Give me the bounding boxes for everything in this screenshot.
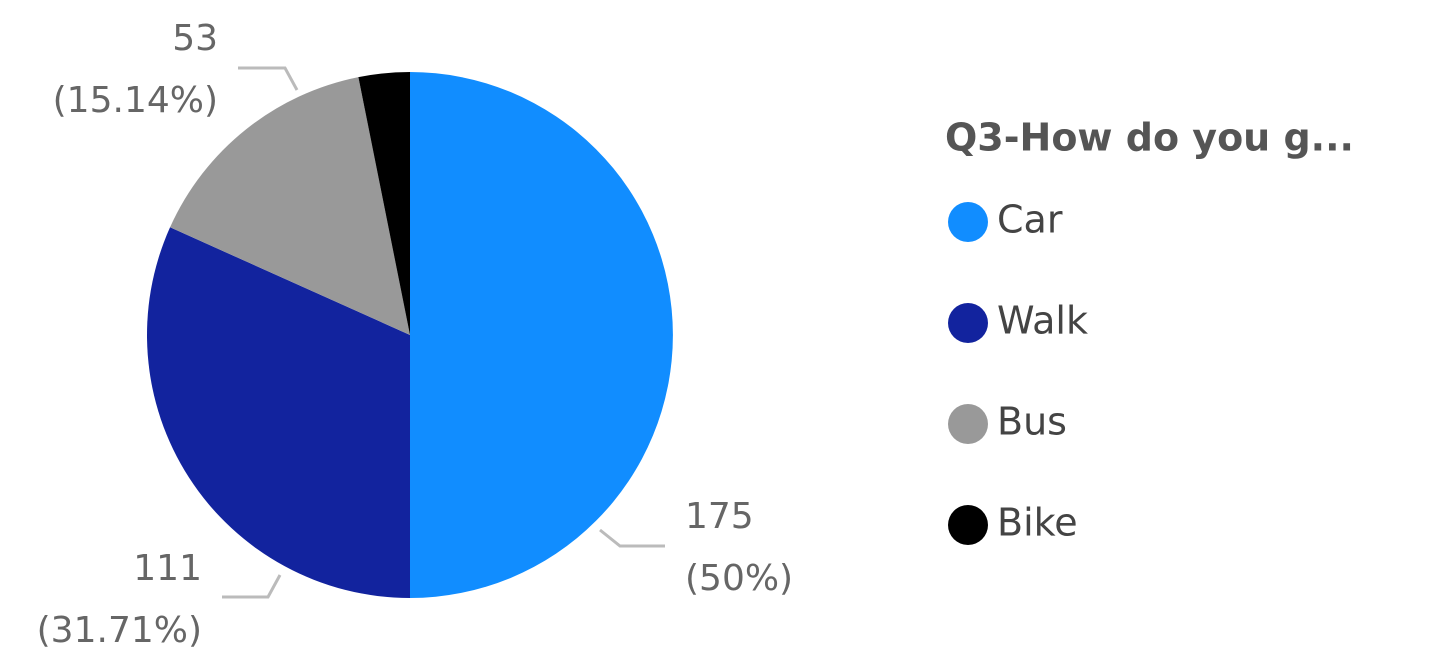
leader-line [222,574,282,599]
data-label-percent: (50%) [685,558,793,599]
legend-label: Walk [997,299,1088,343]
data-label-percent: (31.71%) [37,610,202,651]
leader-line [599,528,665,548]
data-label: 175 [685,496,754,537]
leader-line [238,66,299,91]
pie-slice [146,227,410,598]
data-label: 111 [133,548,202,589]
legend-label: Bus [997,400,1067,444]
pie-slice [358,72,410,335]
legend-marker [948,303,988,343]
legend-title: Q3-How do you g... [945,116,1354,160]
pie-slice [410,72,673,598]
data-label-percent: (15.14%) [53,80,218,121]
legend-marker [948,404,988,444]
legend-marker [948,202,988,242]
legend-label: Bike [997,501,1078,545]
legend-marker [948,505,988,545]
data-label: 53 [172,18,218,59]
pie-slice [170,77,410,335]
legend-label: Car [997,198,1063,242]
